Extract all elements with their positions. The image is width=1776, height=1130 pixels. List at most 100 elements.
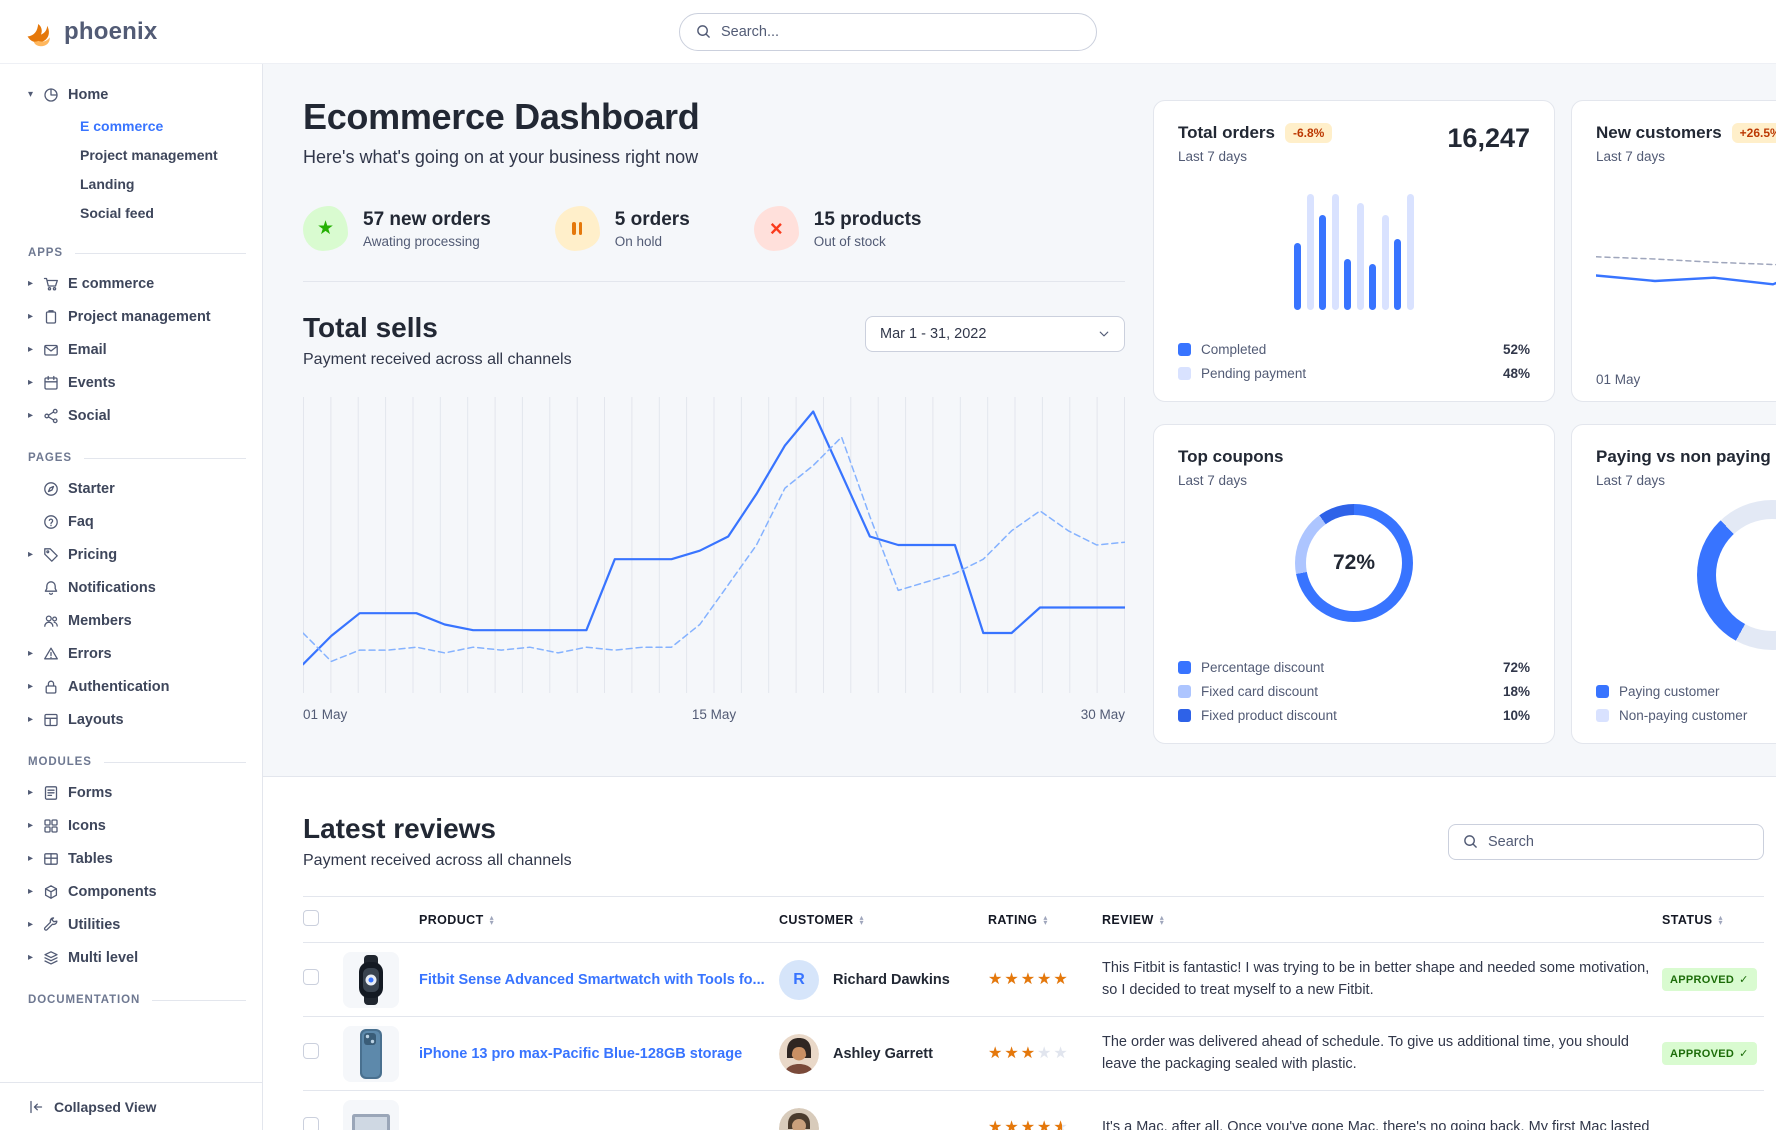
- icons-icon: [44, 818, 58, 833]
- column-header-product[interactable]: PRODUCT ▴ ▾: [419, 896, 779, 943]
- sort-icon[interactable]: ▴ ▾: [859, 913, 864, 928]
- legend-swatch: [1178, 708, 1191, 722]
- checkbox-cell: [303, 942, 343, 1017]
- topbar: phoenix: [0, 0, 1776, 64]
- legend-swatch: [1178, 366, 1191, 380]
- sidebar-item-authentication[interactable]: ▸ Authentication: [28, 678, 170, 695]
- order-bar: [1331, 194, 1339, 310]
- phoenix-logo-icon: [27, 23, 50, 46]
- total-orders-period: Last 7 days: [1178, 149, 1248, 164]
- sidebar-item-landing[interactable]: Landing: [80, 175, 135, 192]
- sidebar-item-components[interactable]: ▸ Components: [28, 883, 157, 900]
- total-sells-subtitle: Payment received across all channels: [303, 351, 572, 368]
- users-icon: [44, 614, 58, 627]
- thumb-cell: [343, 1090, 419, 1130]
- global-search[interactable]: [679, 12, 1097, 51]
- status-badge: APPROVED ✓: [1662, 1042, 1757, 1065]
- order-bar: [1344, 258, 1352, 310]
- search-icon: [1464, 835, 1477, 848]
- sidebar-item-events[interactable]: ▸ Events: [28, 374, 116, 391]
- sidebar-item-faq[interactable]: ▸Faq: [0, 505, 262, 538]
- sidebar-item-starter[interactable]: ▸Starter: [0, 472, 262, 505]
- star-icon: ★: [303, 206, 348, 251]
- sidebar-nav: ▾ Home E commerce Project management Landing…: [0, 64, 262, 1082]
- sidebar-item-email[interactable]: ▸ Email: [28, 341, 107, 358]
- total-orders-badge: -6.8%: [1284, 123, 1333, 143]
- dashboard-cards: Total orders -6.8% Last 7 days 16,247 Co…: [1153, 100, 1776, 776]
- legend-item-pending-payment: Pending payment 48%: [1178, 361, 1530, 385]
- tag-icon: [44, 547, 58, 562]
- reviews-search-input[interactable]: [1488, 833, 1749, 850]
- sidebar-item-multi-level[interactable]: ▸ Multi level: [28, 949, 139, 966]
- sort-icon[interactable]: ▴ ▾: [489, 913, 495, 928]
- collapse-icon: [30, 1100, 43, 1113]
- checkbox-cell: [303, 1090, 343, 1130]
- column-header-review[interactable]: REVIEW ▴ ▾: [1102, 896, 1662, 943]
- compass-icon: [44, 481, 58, 496]
- sidebar-item-members[interactable]: ▸Members: [0, 604, 262, 637]
- legend-swatch: [1178, 660, 1191, 674]
- sidebar-item-utilities[interactable]: ▸ Utilities: [28, 916, 121, 933]
- date-range-select[interactable]: Mar 1 - 31, 2022: [865, 316, 1125, 352]
- sidebar-item-e-commerce[interactable]: E commerce: [80, 117, 164, 134]
- sidebar-item-errors[interactable]: ▸ Errors: [28, 645, 112, 662]
- product-link[interactable]: Fitbit Sense Advanced Smartwatch with To…: [419, 971, 765, 988]
- x-axis-label: 30 May: [1080, 707, 1125, 722]
- components-icon: [44, 884, 58, 899]
- check-icon: ✓: [1739, 974, 1749, 986]
- sidebar-item-e-commerce[interactable]: ▸ E commerce: [28, 275, 155, 292]
- question-icon: [44, 514, 58, 529]
- sidebar-item-pricing[interactable]: ▸ Pricing: [28, 546, 118, 563]
- review-cell: It's a Mac, after all. Once you've gone …: [1102, 1090, 1662, 1130]
- sidebar-section-pages: PAGES: [0, 432, 262, 472]
- reviews-table: PRODUCT ▴ ▾ CUSTOMER ▴ ▾ RATING ▴ ▾ REVIEW ▴ ▾ STATU…: [303, 896, 1764, 1130]
- review-text: The order was delivered ahead of schedul…: [1102, 1034, 1629, 1072]
- latest-reviews-header: Latest reviews Payment received across a…: [303, 813, 1764, 870]
- review-row: Fitbit Sense Advanced Smartwatch with To…: [303, 942, 1764, 1017]
- review-row: iPhone 13 pro max-Pacific Blue-128GB sto…: [303, 1016, 1764, 1091]
- sort-icon[interactable]: ▴ ▾: [1718, 913, 1723, 928]
- product-cell: iPhone 13 pro max-Pacific Blue-128GB sto…: [419, 1016, 779, 1091]
- brand[interactable]: phoenix: [24, 16, 157, 48]
- product-cell: Fitbit Sense Advanced Smartwatch with To…: [419, 942, 779, 1017]
- collapsed-view-toggle[interactable]: Collapsed View: [0, 1082, 262, 1130]
- status-cell: [1662, 1090, 1764, 1130]
- rating-stars: ★★★★★★★★★★: [988, 1118, 1070, 1130]
- reviews-search[interactable]: [1448, 823, 1764, 860]
- row-checkbox[interactable]: [303, 1043, 319, 1059]
- column-header-customer[interactable]: CUSTOMER ▴ ▾: [779, 896, 988, 943]
- legend-item-percentage-discount: Percentage discount 72%: [1178, 655, 1530, 679]
- sidebar-item-social-feed[interactable]: Social feed: [80, 204, 154, 221]
- caret-right-icon: ▸: [28, 311, 34, 322]
- sidebar-item-icons[interactable]: ▸ Icons: [28, 817, 106, 834]
- row-checkbox[interactable]: [303, 969, 319, 985]
- select-all-checkbox[interactable]: [303, 910, 319, 926]
- avatar-initial: R: [779, 959, 819, 1000]
- sidebar-item-home[interactable]: ▾ Home: [28, 86, 109, 103]
- global-search-input[interactable]: [721, 23, 1080, 40]
- sidebar-item-social[interactable]: ▸ Social: [28, 407, 111, 424]
- new-customers-period: Last 7 days: [1596, 149, 1666, 164]
- x-axis-label: 15 May: [691, 707, 737, 722]
- sidebar-item-project-management[interactable]: Project management: [80, 146, 218, 163]
- product-link[interactable]: iPhone 13 pro max-Pacific Blue-128GB sto…: [419, 1045, 743, 1062]
- review-text: This Fitbit is fantastic! I was trying t…: [1102, 960, 1650, 998]
- sidebar-item-project-management[interactable]: ▸ Project management: [28, 308, 211, 325]
- stat-out-of-stock: × 15 products Out of stock: [753, 206, 921, 251]
- column-header-status[interactable]: STATUS ▴ ▾: [1662, 896, 1764, 943]
- sort-icon[interactable]: ▴ ▾: [1043, 913, 1048, 928]
- forms-icon: [44, 785, 58, 800]
- top-coupons-donut-chart: 72%: [1295, 504, 1413, 622]
- legend-swatch: [1596, 684, 1609, 698]
- column-header-rating[interactable]: RATING ▴ ▾: [988, 896, 1102, 943]
- row-checkbox[interactable]: [303, 1117, 319, 1130]
- sort-icon[interactable]: ▴ ▾: [1159, 913, 1165, 928]
- checkbox-cell: [303, 1016, 343, 1091]
- sidebar-item-layouts[interactable]: ▸ Layouts: [28, 711, 124, 728]
- sidebar-item-tables[interactable]: ▸ Tables: [28, 850, 113, 867]
- chevron-down-icon: [1099, 331, 1109, 337]
- x-axis-label: 01 May: [303, 707, 348, 722]
- sidebar-item-notifications[interactable]: ▸Notifications: [0, 571, 262, 604]
- sidebar-item-forms[interactable]: ▸ Forms: [28, 784, 113, 801]
- legend-item-fixed-product-discount: Fixed product discount 10%: [1178, 703, 1530, 727]
